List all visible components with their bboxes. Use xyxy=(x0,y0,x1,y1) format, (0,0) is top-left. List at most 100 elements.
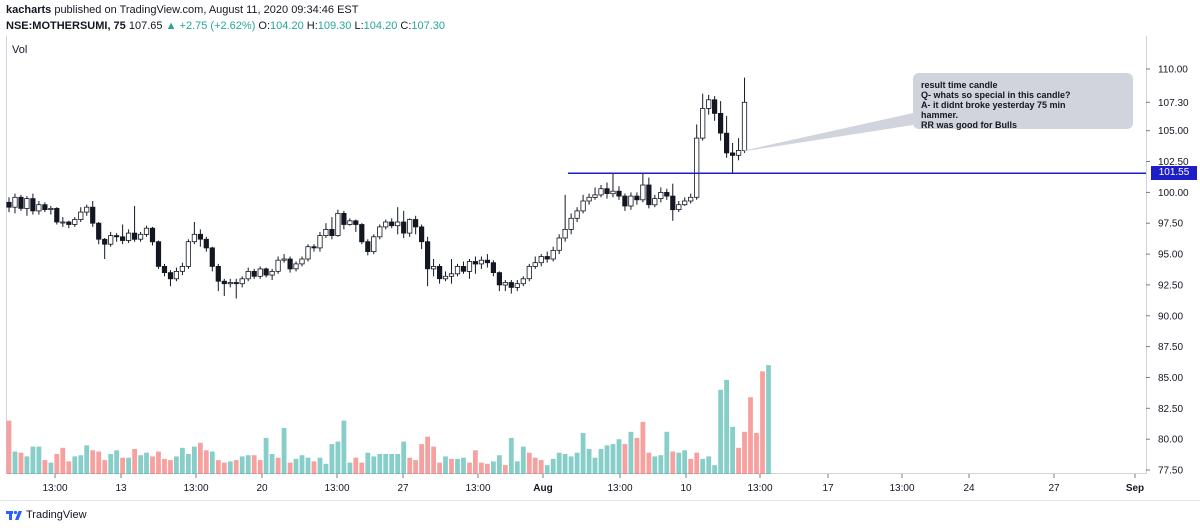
candle-up xyxy=(538,256,544,264)
candle-up xyxy=(108,235,114,245)
volume-bar xyxy=(233,460,239,474)
price-tick-label: 102.50 xyxy=(1158,157,1189,168)
annotation-line: hammer. xyxy=(921,110,959,120)
time-tick-label: 13:00 xyxy=(465,483,490,494)
candle-up xyxy=(574,210,580,219)
time-axis: 13:00 13 13:00 20 13:00 27 13:00 Aug 13:00 10 13:0… xyxy=(42,474,1144,494)
volume-bar xyxy=(431,446,436,474)
footer: TradingView xyxy=(0,500,1200,531)
candle-down xyxy=(718,113,724,134)
volume-bar xyxy=(144,452,149,474)
open-value: 104.20 xyxy=(270,20,304,32)
candle-up xyxy=(688,196,694,202)
volume-bar xyxy=(538,460,544,474)
candle-down xyxy=(436,265,443,280)
price-tick-label: 80.00 xyxy=(1158,435,1183,446)
candle-up xyxy=(466,261,473,272)
close-label: C: xyxy=(400,20,412,32)
candle-up xyxy=(568,217,574,230)
volume-bar xyxy=(532,457,538,474)
candle-up xyxy=(227,282,233,285)
candle-up xyxy=(371,236,377,253)
volume-bar xyxy=(371,456,377,474)
tradingview-brand[interactable]: TradingView xyxy=(6,509,87,521)
candle-down xyxy=(730,152,736,156)
candle-up xyxy=(694,137,700,198)
volume-bar xyxy=(281,428,287,474)
volume-bar xyxy=(341,420,347,474)
candle-up xyxy=(676,204,682,210)
volume-bar xyxy=(628,431,634,474)
candle-down xyxy=(670,195,676,211)
time-tick-label: 13:00 xyxy=(183,483,208,494)
publish-info: kacharts published on TradingView.com, A… xyxy=(6,4,358,16)
candle-down xyxy=(161,265,168,273)
candle-down xyxy=(472,261,479,265)
volume-bar xyxy=(180,447,185,474)
candle-up xyxy=(736,149,742,156)
annotation-callout[interactable]: result time candle Q- whats so special i… xyxy=(913,73,1133,130)
volume-bar xyxy=(30,446,36,474)
price-tick-label: 90.00 xyxy=(1158,311,1183,322)
price-tick-label: 95.00 xyxy=(1158,250,1183,261)
volume-bar xyxy=(401,441,407,474)
volume-bar xyxy=(514,461,520,474)
candle-up xyxy=(598,188,604,196)
volume-bar xyxy=(84,445,90,474)
volume-bar xyxy=(526,452,532,474)
volume-bar xyxy=(209,451,215,474)
volume-bar xyxy=(365,452,371,474)
candle-up xyxy=(24,198,30,209)
high-value: 109.30 xyxy=(317,20,352,32)
candle-up xyxy=(628,195,634,207)
annotation-line: RR was good for Bulls xyxy=(921,120,1018,130)
volume-bar xyxy=(544,465,550,474)
candle-down xyxy=(389,221,395,227)
high-label: H: xyxy=(306,20,318,32)
candle-up xyxy=(706,99,712,109)
annotation-line: Q- whats so special in this candle? xyxy=(921,90,1071,100)
volume-bar xyxy=(287,462,293,474)
candle-up xyxy=(257,268,263,277)
symbol-label[interactable]: NSE:MOTHERSUMI, 75 xyxy=(6,20,126,32)
volume-bar xyxy=(90,450,96,474)
candle-down xyxy=(412,219,419,228)
volume-bar xyxy=(395,454,401,474)
candle-up xyxy=(317,235,323,249)
volume-bar xyxy=(616,439,622,474)
volume-bar xyxy=(78,455,84,474)
candle-up xyxy=(239,278,245,285)
candle-down xyxy=(18,196,24,209)
candle-down xyxy=(66,221,72,225)
candle-down xyxy=(341,212,347,225)
volume-bar xyxy=(491,461,496,474)
volume-bar xyxy=(682,450,688,474)
candle-up xyxy=(293,263,299,270)
volume-bar xyxy=(192,446,197,474)
candle-up xyxy=(275,259,281,272)
volume-bar xyxy=(425,436,430,474)
volume-indicator-label[interactable]: Vol xyxy=(12,44,28,56)
volume-bar xyxy=(174,456,179,474)
brand-label: TradingView xyxy=(26,509,87,521)
publisher-name[interactable]: kacharts xyxy=(6,4,52,16)
price-chart[interactable]: 110.00 107.30 105.00 102.50 100.00 97.50 95.00… xyxy=(0,0,1200,500)
volume-bar xyxy=(574,452,580,474)
volume-bar xyxy=(186,454,191,474)
volume-bar xyxy=(664,431,670,474)
volume-bar xyxy=(215,460,221,474)
volume-bar xyxy=(712,465,717,474)
volume-bar xyxy=(42,460,48,474)
candle-down xyxy=(622,195,628,207)
volume-bar xyxy=(48,462,54,474)
volume-bar xyxy=(419,444,424,474)
candle-down xyxy=(329,228,335,236)
volume-bar xyxy=(108,454,114,474)
candle-down xyxy=(365,241,371,252)
volume-bar xyxy=(257,460,263,474)
candle-up xyxy=(281,258,287,261)
callout-pointer xyxy=(733,113,913,153)
volume-bar xyxy=(694,452,700,474)
candle-down xyxy=(359,224,365,243)
volume-bar xyxy=(347,462,353,474)
